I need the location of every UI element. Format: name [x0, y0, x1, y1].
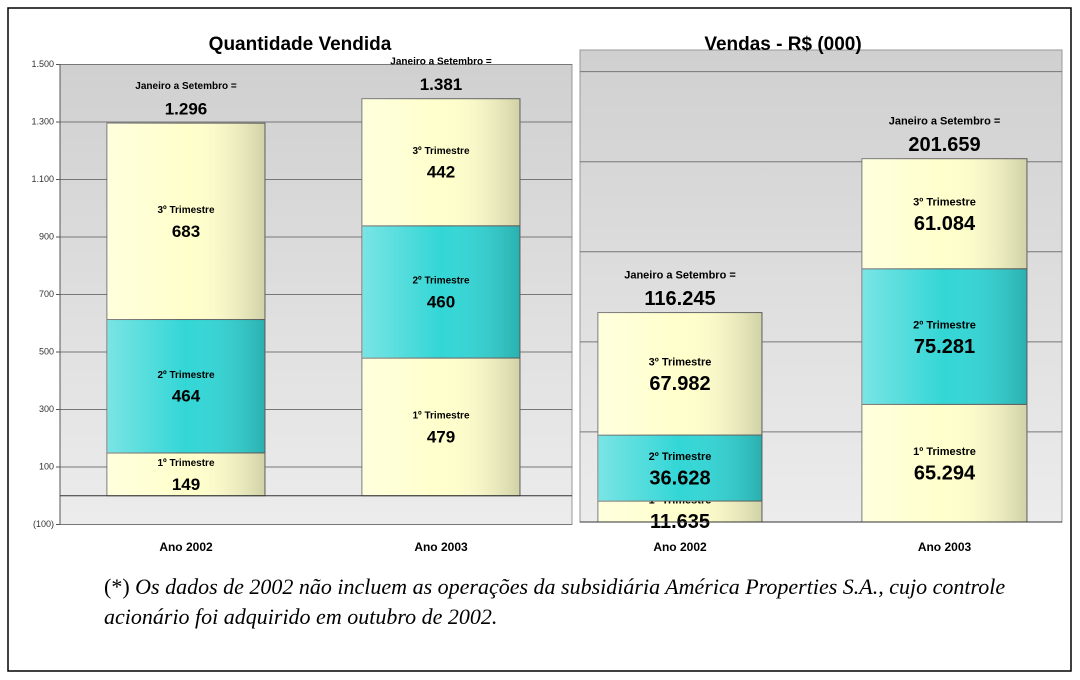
bar-shade: [598, 312, 762, 436]
data-label: 460: [427, 292, 455, 311]
y-tick-label: 500: [39, 346, 54, 356]
x-tick-label: Ano 2002: [653, 540, 707, 554]
y-tick-label: 1.300: [31, 116, 54, 126]
data-label: 683: [172, 222, 200, 241]
chart-title: Vendas - R$ (000): [704, 34, 861, 55]
segment-name: 2º Trimestre: [157, 370, 214, 381]
footnote-marker: (*): [104, 574, 130, 599]
data-label: 442: [427, 163, 455, 182]
bar-shade: [598, 435, 762, 502]
segment-name: 3º Trimestre: [412, 146, 469, 157]
bar-shade: [598, 501, 762, 522]
data-label: 36.628: [649, 467, 710, 489]
segment-name: 2º Trimestre: [913, 319, 976, 331]
chart-title: Quantidade Vendida: [209, 34, 392, 55]
data-label: 479: [427, 427, 455, 446]
segment-name: 2º Trimestre: [649, 451, 712, 463]
x-tick-label: Ano 2002: [159, 540, 213, 554]
total-label: Janeiro a Setembro =: [889, 116, 1001, 128]
y-tick-label: 1.500: [31, 59, 54, 69]
bar-shade: [862, 158, 1027, 269]
y-tick-label: 900: [39, 231, 54, 241]
data-label: 464: [172, 387, 201, 406]
bar-shade: [862, 268, 1027, 405]
bar-shade: [107, 452, 265, 496]
segment-name: 1º Trimestre: [412, 411, 469, 422]
data-label: 67.982: [649, 373, 710, 395]
bar-shade: [107, 319, 265, 453]
bar-shade: [107, 123, 265, 320]
y-tick-label: 700: [39, 289, 54, 299]
segment-name: 1º Trimestre: [157, 458, 214, 469]
total-value: 116.245: [644, 288, 715, 310]
total-value: 201.659: [908, 134, 980, 156]
data-label: 149: [172, 475, 200, 494]
data-label: 75.281: [914, 336, 975, 358]
y-tick-label: 300: [39, 404, 54, 414]
total-label: Janeiro a Setembro =: [624, 269, 736, 281]
bar-shade: [362, 98, 520, 226]
y-tick-label: 1.100: [31, 174, 54, 184]
footnote-text: Os dados de 2002 não incluem as operaçõe…: [104, 574, 1006, 629]
bar-shade: [362, 358, 520, 496]
total-value: 1.381: [420, 75, 463, 94]
total-label: Janeiro a Setembro =: [135, 81, 237, 92]
bar-shade: [862, 404, 1027, 522]
segment-name: 3º Trimestre: [649, 357, 712, 369]
frame: [7, 7, 1072, 672]
total-label: Janeiro a Setembro =: [390, 56, 492, 67]
x-tick-label: Ano 2003: [414, 540, 468, 554]
segment-name: 1º Trimestre: [913, 446, 976, 458]
data-label: 65.294: [914, 462, 976, 484]
x-tick-label: Ano 2003: [918, 540, 972, 554]
footnote: (*) Os dados de 2002 não incluem as oper…: [104, 572, 1064, 632]
data-label: 61.084: [914, 213, 976, 235]
y-tick-label: 100: [39, 461, 54, 471]
total-value: 1.296: [165, 100, 208, 119]
segment-name: 3º Trimestre: [913, 197, 976, 209]
bar-shade: [362, 225, 520, 359]
segment-name: 3º Trimestre: [157, 205, 214, 216]
y-tick-label: (100): [33, 519, 54, 529]
segment-name: 2º Trimestre: [412, 276, 469, 287]
